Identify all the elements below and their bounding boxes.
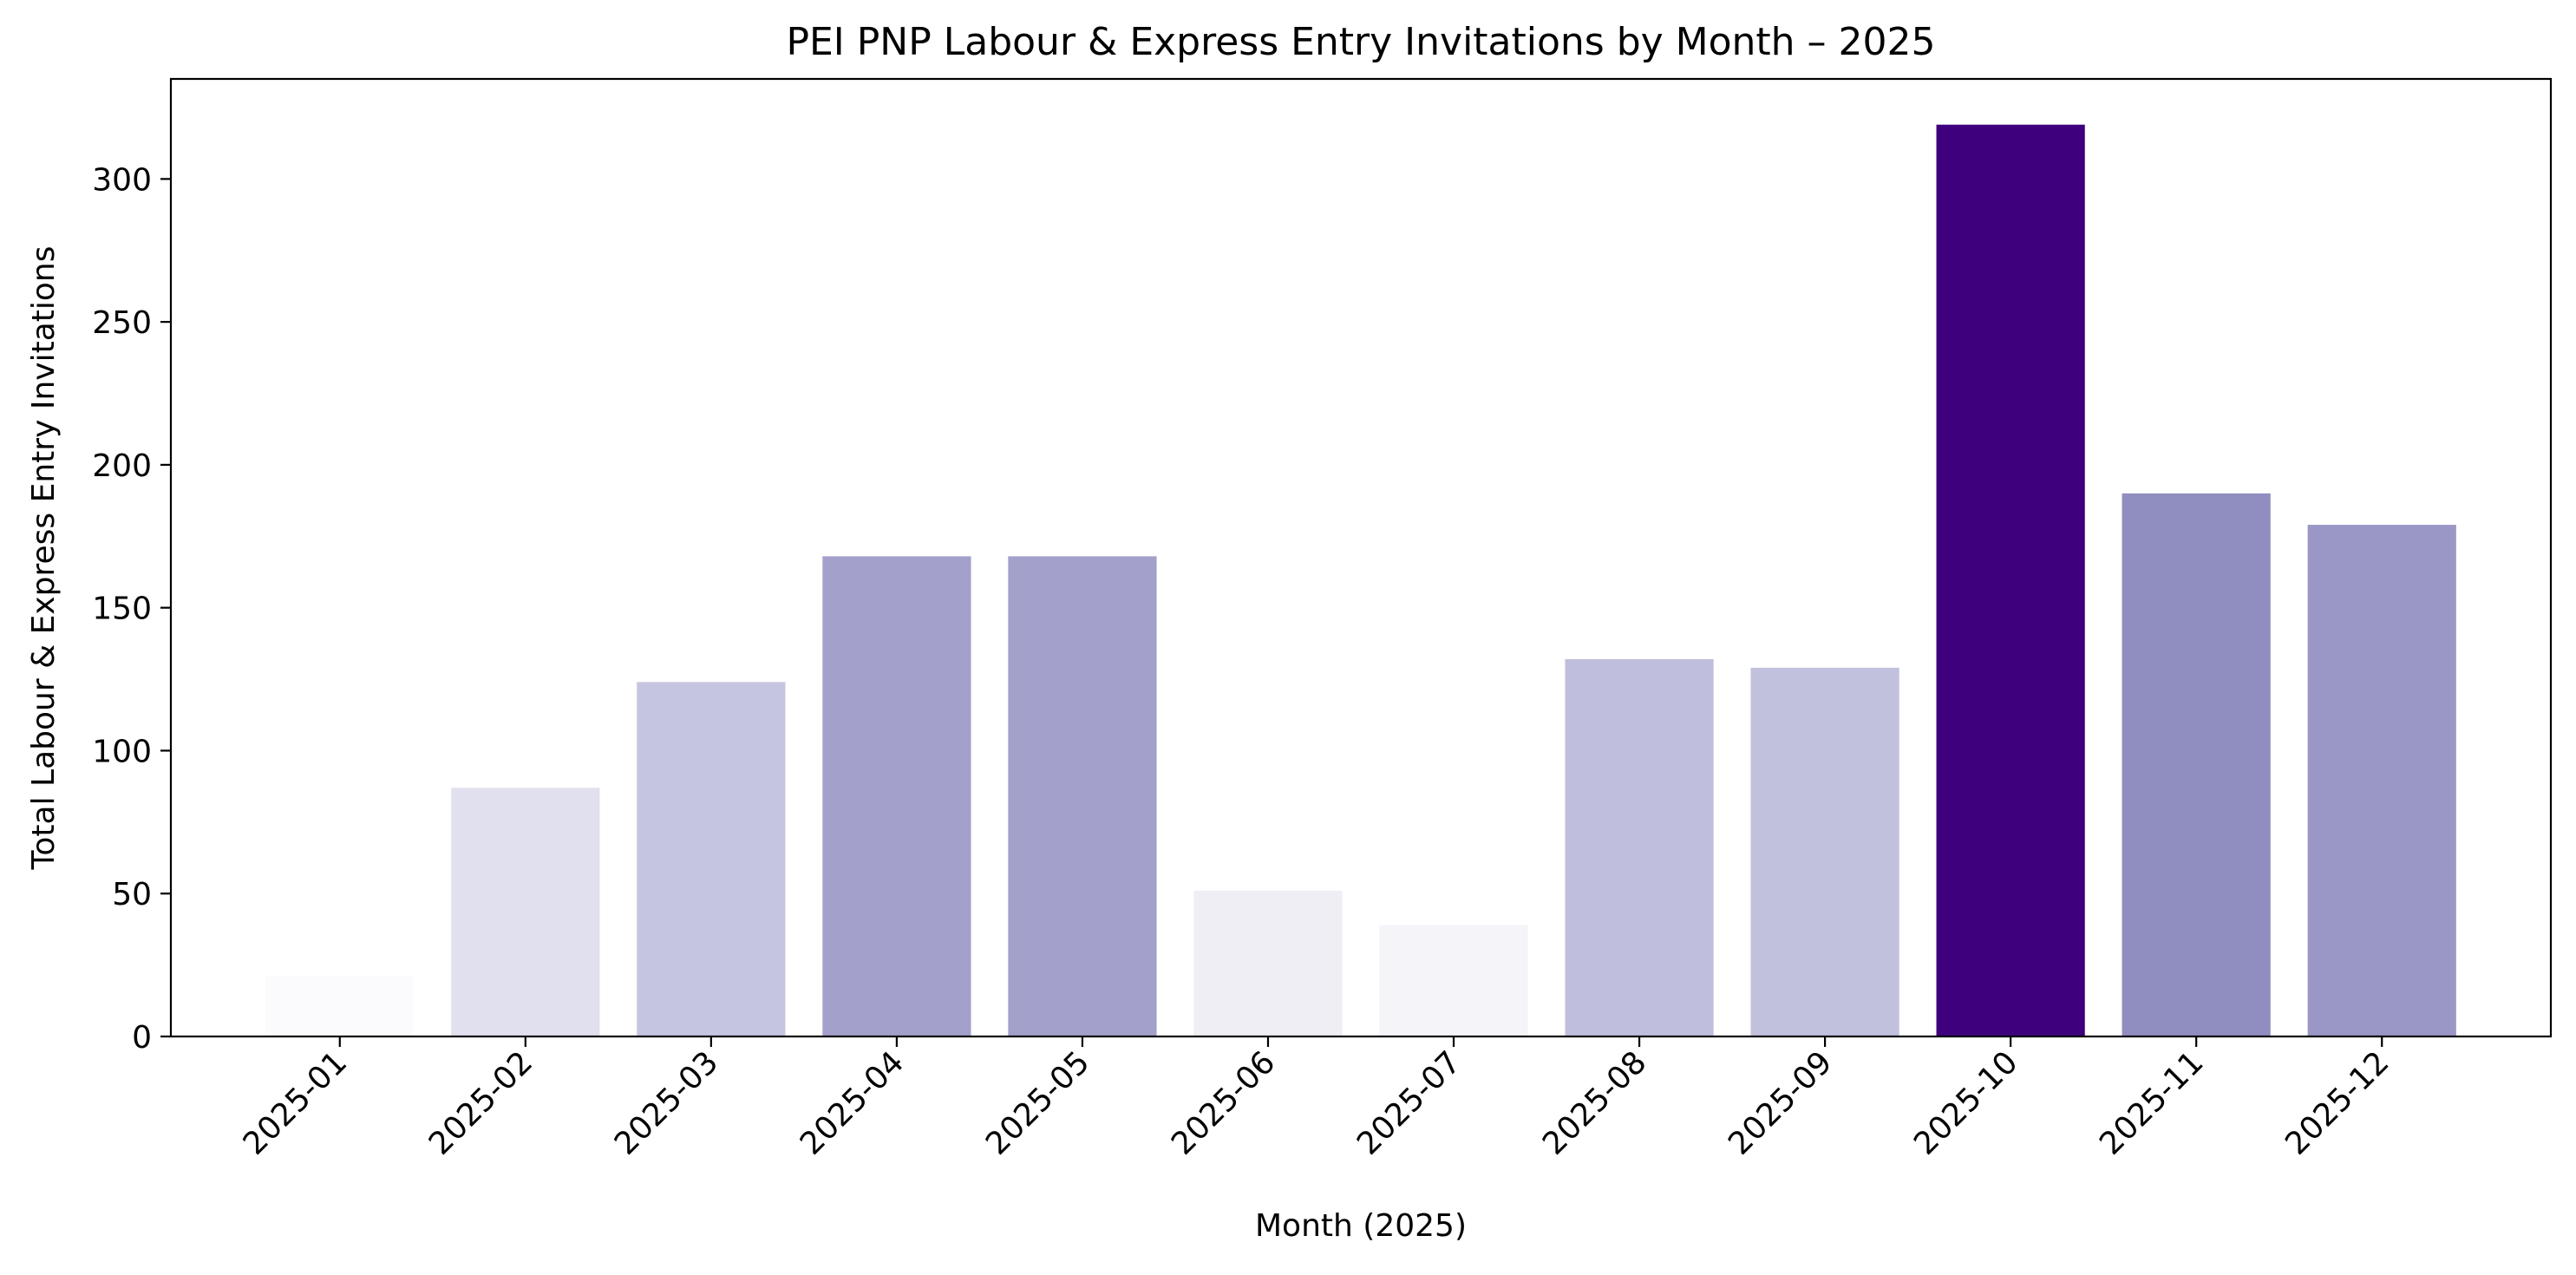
plot-frame: [169, 77, 2553, 1038]
y-axis: 0 50 100 150 200 250 300: [92, 162, 171, 1056]
x-tick-label: 2025-05: [979, 1044, 1096, 1161]
y-tick-label: 300: [92, 162, 152, 198]
x-axis: 2025-01 2025-02 2025-03 2025-04 2025-05 2025-…: [237, 1036, 2396, 1162]
x-tick-label: 2025-06: [1165, 1044, 1282, 1161]
x-tick-label: 2025-12: [2279, 1044, 2396, 1161]
x-tick-label: 2025-01: [237, 1044, 354, 1161]
x-axis-label: Month (2025): [1255, 1208, 1467, 1244]
x-tick-label: 2025-04: [794, 1044, 911, 1161]
bar-2025-05: [1008, 556, 1157, 1036]
bar-2025-09: [1750, 667, 1899, 1036]
y-tick-label: 0: [132, 1020, 152, 1056]
chart-title: PEI PNP Labour & Express Entry Invitatio…: [786, 20, 1935, 64]
bar-2025-12: [2307, 525, 2456, 1036]
bar-2025-06: [1193, 890, 1343, 1036]
bar-2025-02: [451, 788, 600, 1036]
bar-2025-01: [265, 976, 415, 1036]
y-axis-label: Total Labour & Express Entry Invitations: [26, 246, 62, 871]
bar-2025-03: [637, 682, 786, 1036]
y-tick-label: 50: [112, 877, 152, 912]
x-tick-label: 2025-09: [1722, 1044, 1839, 1161]
y-tick-label: 100: [92, 734, 152, 769]
x-tick-label: 2025-10: [1907, 1044, 2024, 1161]
y-tick-label: 150: [92, 592, 152, 627]
bar-2025-11: [2122, 493, 2271, 1036]
bar-2025-10: [1936, 124, 2085, 1036]
bar-2025-07: [1379, 925, 1528, 1036]
y-tick-label: 250: [92, 305, 152, 341]
x-tick-label: 2025-08: [1536, 1044, 1653, 1161]
x-tick-label: 2025-07: [1350, 1044, 1468, 1161]
x-tick-label: 2025-02: [422, 1044, 539, 1161]
x-tick-label: 2025-11: [2093, 1044, 2210, 1161]
x-tick-label: 2025-03: [608, 1044, 725, 1161]
bars-layer: [265, 124, 2456, 1036]
y-tick-label: 200: [92, 448, 152, 484]
bar-2025-04: [822, 556, 971, 1036]
bar-2025-08: [1565, 658, 1714, 1036]
